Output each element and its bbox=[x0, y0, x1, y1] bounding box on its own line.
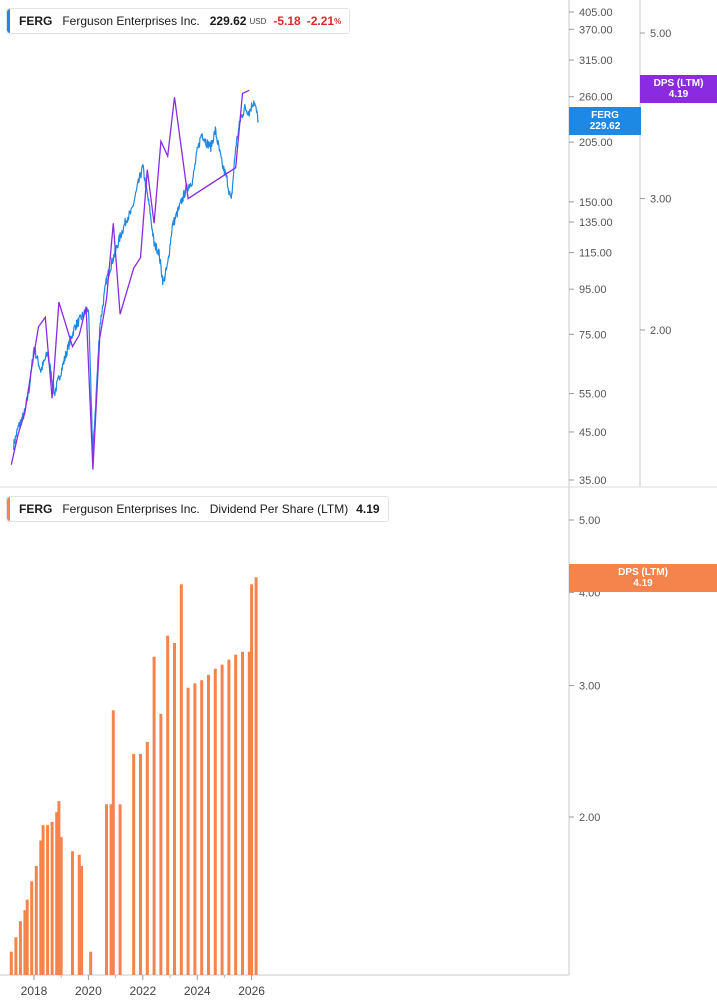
legend-change-pct: -2.21 bbox=[306, 14, 335, 28]
price-tick-label: 135.00 bbox=[579, 217, 613, 229]
dps-bar bbox=[9, 951, 13, 975]
dps-tick-label: 2.00 bbox=[650, 325, 671, 337]
x-tick-label: 2018 bbox=[21, 984, 48, 998]
dps-bar bbox=[25, 899, 29, 975]
price-tag: FERG 229.62 bbox=[569, 107, 641, 135]
price-tag-ticker: FERG bbox=[591, 110, 619, 121]
dps-bar bbox=[207, 674, 210, 975]
dps-bar bbox=[250, 584, 254, 975]
legend-pct-sign: % bbox=[334, 16, 342, 26]
dps-legend-company: Ferguson Enterprises Inc. bbox=[62, 502, 200, 516]
dps-tag-bottom-value: 4.19 bbox=[633, 578, 653, 589]
price-tick-label: 150.00 bbox=[579, 197, 613, 209]
dps-bar bbox=[173, 643, 176, 975]
dps-bar bbox=[241, 651, 244, 975]
dps-legend-ticker: FERG bbox=[19, 502, 53, 516]
dps-bar bbox=[186, 687, 190, 975]
dps-bar bbox=[152, 656, 156, 975]
price-tick-label: 205.00 bbox=[579, 137, 613, 149]
dps-bar bbox=[132, 753, 136, 975]
price-tick-label: 45.00 bbox=[579, 427, 607, 439]
dps-bar bbox=[23, 910, 27, 975]
price-legend: FERG Ferguson Enterprises Inc. 229.62 US… bbox=[6, 8, 351, 34]
price-tick-label: 95.00 bbox=[579, 284, 607, 296]
dps-bar bbox=[41, 825, 45, 975]
dps-bar bbox=[39, 840, 43, 975]
dps-bar bbox=[34, 865, 38, 975]
dps-bar bbox=[71, 851, 74, 975]
dps-bar bbox=[59, 837, 63, 975]
dps-bar bbox=[145, 742, 149, 975]
dps-tag-top: DPS (LTM) 4.19 bbox=[640, 75, 717, 103]
dps-legend-value: 4.19 bbox=[356, 502, 380, 516]
dps-bar bbox=[18, 921, 22, 975]
x-tick-label: 2024 bbox=[184, 984, 211, 998]
price-legend-swatch bbox=[7, 9, 10, 33]
dps-bar bbox=[247, 651, 251, 975]
dps-tag-bottom: DPS (LTM) 4.19 bbox=[569, 564, 717, 592]
dps-bar bbox=[254, 577, 258, 975]
dps-bar bbox=[118, 804, 122, 975]
dps-tick-label: 3.00 bbox=[650, 194, 671, 206]
price-tick-label: 405.00 bbox=[579, 7, 613, 19]
dps-bar bbox=[220, 664, 224, 975]
price-tick-label: 55.00 bbox=[579, 389, 607, 401]
dps-bar bbox=[77, 854, 81, 975]
dps-tag-bottom-label: DPS (LTM) bbox=[618, 567, 668, 578]
bar-axis-tick-label: 3.00 bbox=[579, 681, 600, 693]
dps-bar bbox=[200, 680, 204, 975]
dps-bar bbox=[193, 683, 197, 975]
dps-bar bbox=[179, 584, 183, 975]
dps-bar bbox=[80, 865, 84, 975]
price-tick-label: 370.00 bbox=[579, 24, 613, 36]
legend-price: 229.62 bbox=[209, 14, 247, 28]
bar-axis-tick-label: 2.00 bbox=[579, 812, 600, 824]
price-tick-label: 75.00 bbox=[579, 329, 607, 341]
price-tick-label: 315.00 bbox=[579, 55, 613, 67]
price-tick-label: 35.00 bbox=[579, 475, 607, 487]
price-plot-area bbox=[10, 89, 259, 470]
dps-bar bbox=[30, 881, 34, 975]
ferg-price-line bbox=[13, 100, 259, 455]
dps-ltm-line bbox=[10, 89, 250, 470]
legend-currency: USD bbox=[249, 16, 267, 26]
legend-company: Ferguson Enterprises Inc. bbox=[62, 14, 200, 28]
dps-tick-label: 5.00 bbox=[650, 28, 671, 40]
dps-bar bbox=[55, 812, 59, 975]
dps-bar bbox=[109, 804, 113, 975]
legend-ticker: FERG bbox=[19, 14, 53, 28]
dps-bar bbox=[111, 710, 115, 975]
dps-tag-top-value: 4.19 bbox=[668, 89, 689, 100]
dps-bar bbox=[57, 801, 61, 975]
dps-bar bbox=[139, 753, 142, 975]
price-tag-value: 229.62 bbox=[589, 121, 621, 132]
dps-bar bbox=[166, 635, 170, 975]
legend-change: -5.18 bbox=[273, 14, 301, 28]
bar-axis-tick-label: 5.00 bbox=[579, 515, 600, 527]
price-tick-label: 115.00 bbox=[579, 248, 612, 260]
dps-bar bbox=[46, 825, 50, 975]
dps-bar bbox=[105, 804, 108, 975]
dps-legend-metric: Dividend Per Share (LTM) bbox=[209, 502, 349, 516]
dps-legend: FERG Ferguson Enterprises Inc. Dividend … bbox=[6, 496, 389, 522]
dps-bar bbox=[159, 713, 163, 975]
dps-bar bbox=[213, 668, 217, 975]
dps-tag-top-label: DPS (LTM) bbox=[653, 78, 704, 89]
dps-bar bbox=[14, 937, 18, 975]
dps-legend-swatch bbox=[7, 497, 10, 521]
x-tick-label: 2026 bbox=[238, 984, 265, 998]
dps-bar bbox=[227, 659, 231, 975]
price-tick-label: 260.00 bbox=[579, 92, 613, 104]
dps-bar bbox=[50, 821, 54, 975]
dps-bar bbox=[234, 654, 238, 975]
dps-bar bbox=[89, 951, 93, 975]
x-tick-label: 2022 bbox=[129, 984, 156, 998]
x-tick-label: 2020 bbox=[75, 984, 102, 998]
